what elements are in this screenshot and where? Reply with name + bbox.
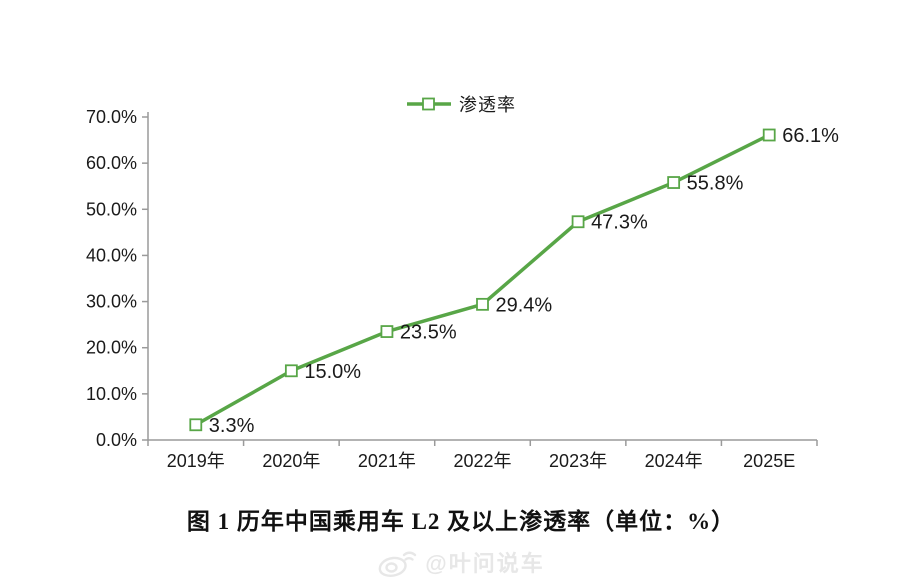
x-axis-tick-label: 2020年: [262, 451, 320, 471]
data-point-marker: [667, 176, 681, 189]
y-axis-tick-label: 40.0%: [86, 245, 137, 265]
x-axis-tick-label: 2019年: [167, 451, 225, 471]
watermark-handle: @叶问说车: [425, 551, 545, 576]
watermark: @叶问说车: [0, 546, 922, 578]
x-axis-tick-label: 2021年: [358, 451, 416, 471]
y-axis-tick-label: 20.0%: [86, 338, 137, 358]
data-point-label: 55.8%: [687, 173, 744, 195]
weibo-icon: [378, 551, 417, 577]
data-point-marker: [189, 418, 203, 432]
y-axis-tick-label: 0.0%: [96, 430, 137, 450]
data-point-marker: [380, 325, 394, 338]
chart-caption: 图 1 历年中国乘用车 L2 及以上渗透率（单位：%）: [186, 509, 736, 534]
y-axis-tick-label: 30.0%: [86, 292, 137, 312]
x-axis-tick-label: 2022年: [453, 451, 511, 471]
data-point-marker: [284, 364, 298, 378]
y-axis-tick-label: 60.0%: [86, 153, 137, 173]
data-point-marker: [476, 297, 489, 311]
data-point-marker: [571, 215, 585, 229]
y-axis-tick-label: 50.0%: [86, 199, 137, 219]
data-point-label: 66.1%: [782, 125, 839, 147]
y-axis-tick-label: 10.0%: [86, 384, 137, 404]
y-axis-tick-label: 70.0%: [86, 107, 137, 127]
data-point-label: 3.3%: [209, 415, 255, 437]
data-point-marker: [762, 128, 776, 142]
data-point-label: 15.0%: [304, 361, 361, 383]
x-axis-tick-label: 2024年: [645, 451, 703, 471]
data-point-label: 47.3%: [591, 212, 648, 234]
data-point-label: 23.5%: [400, 322, 457, 344]
x-axis-tick-label: 2023年: [549, 451, 607, 471]
x-axis-tick-label: 2025E: [743, 451, 795, 471]
data-point-label: 29.4%: [496, 294, 553, 316]
series-line: [194, 133, 771, 427]
